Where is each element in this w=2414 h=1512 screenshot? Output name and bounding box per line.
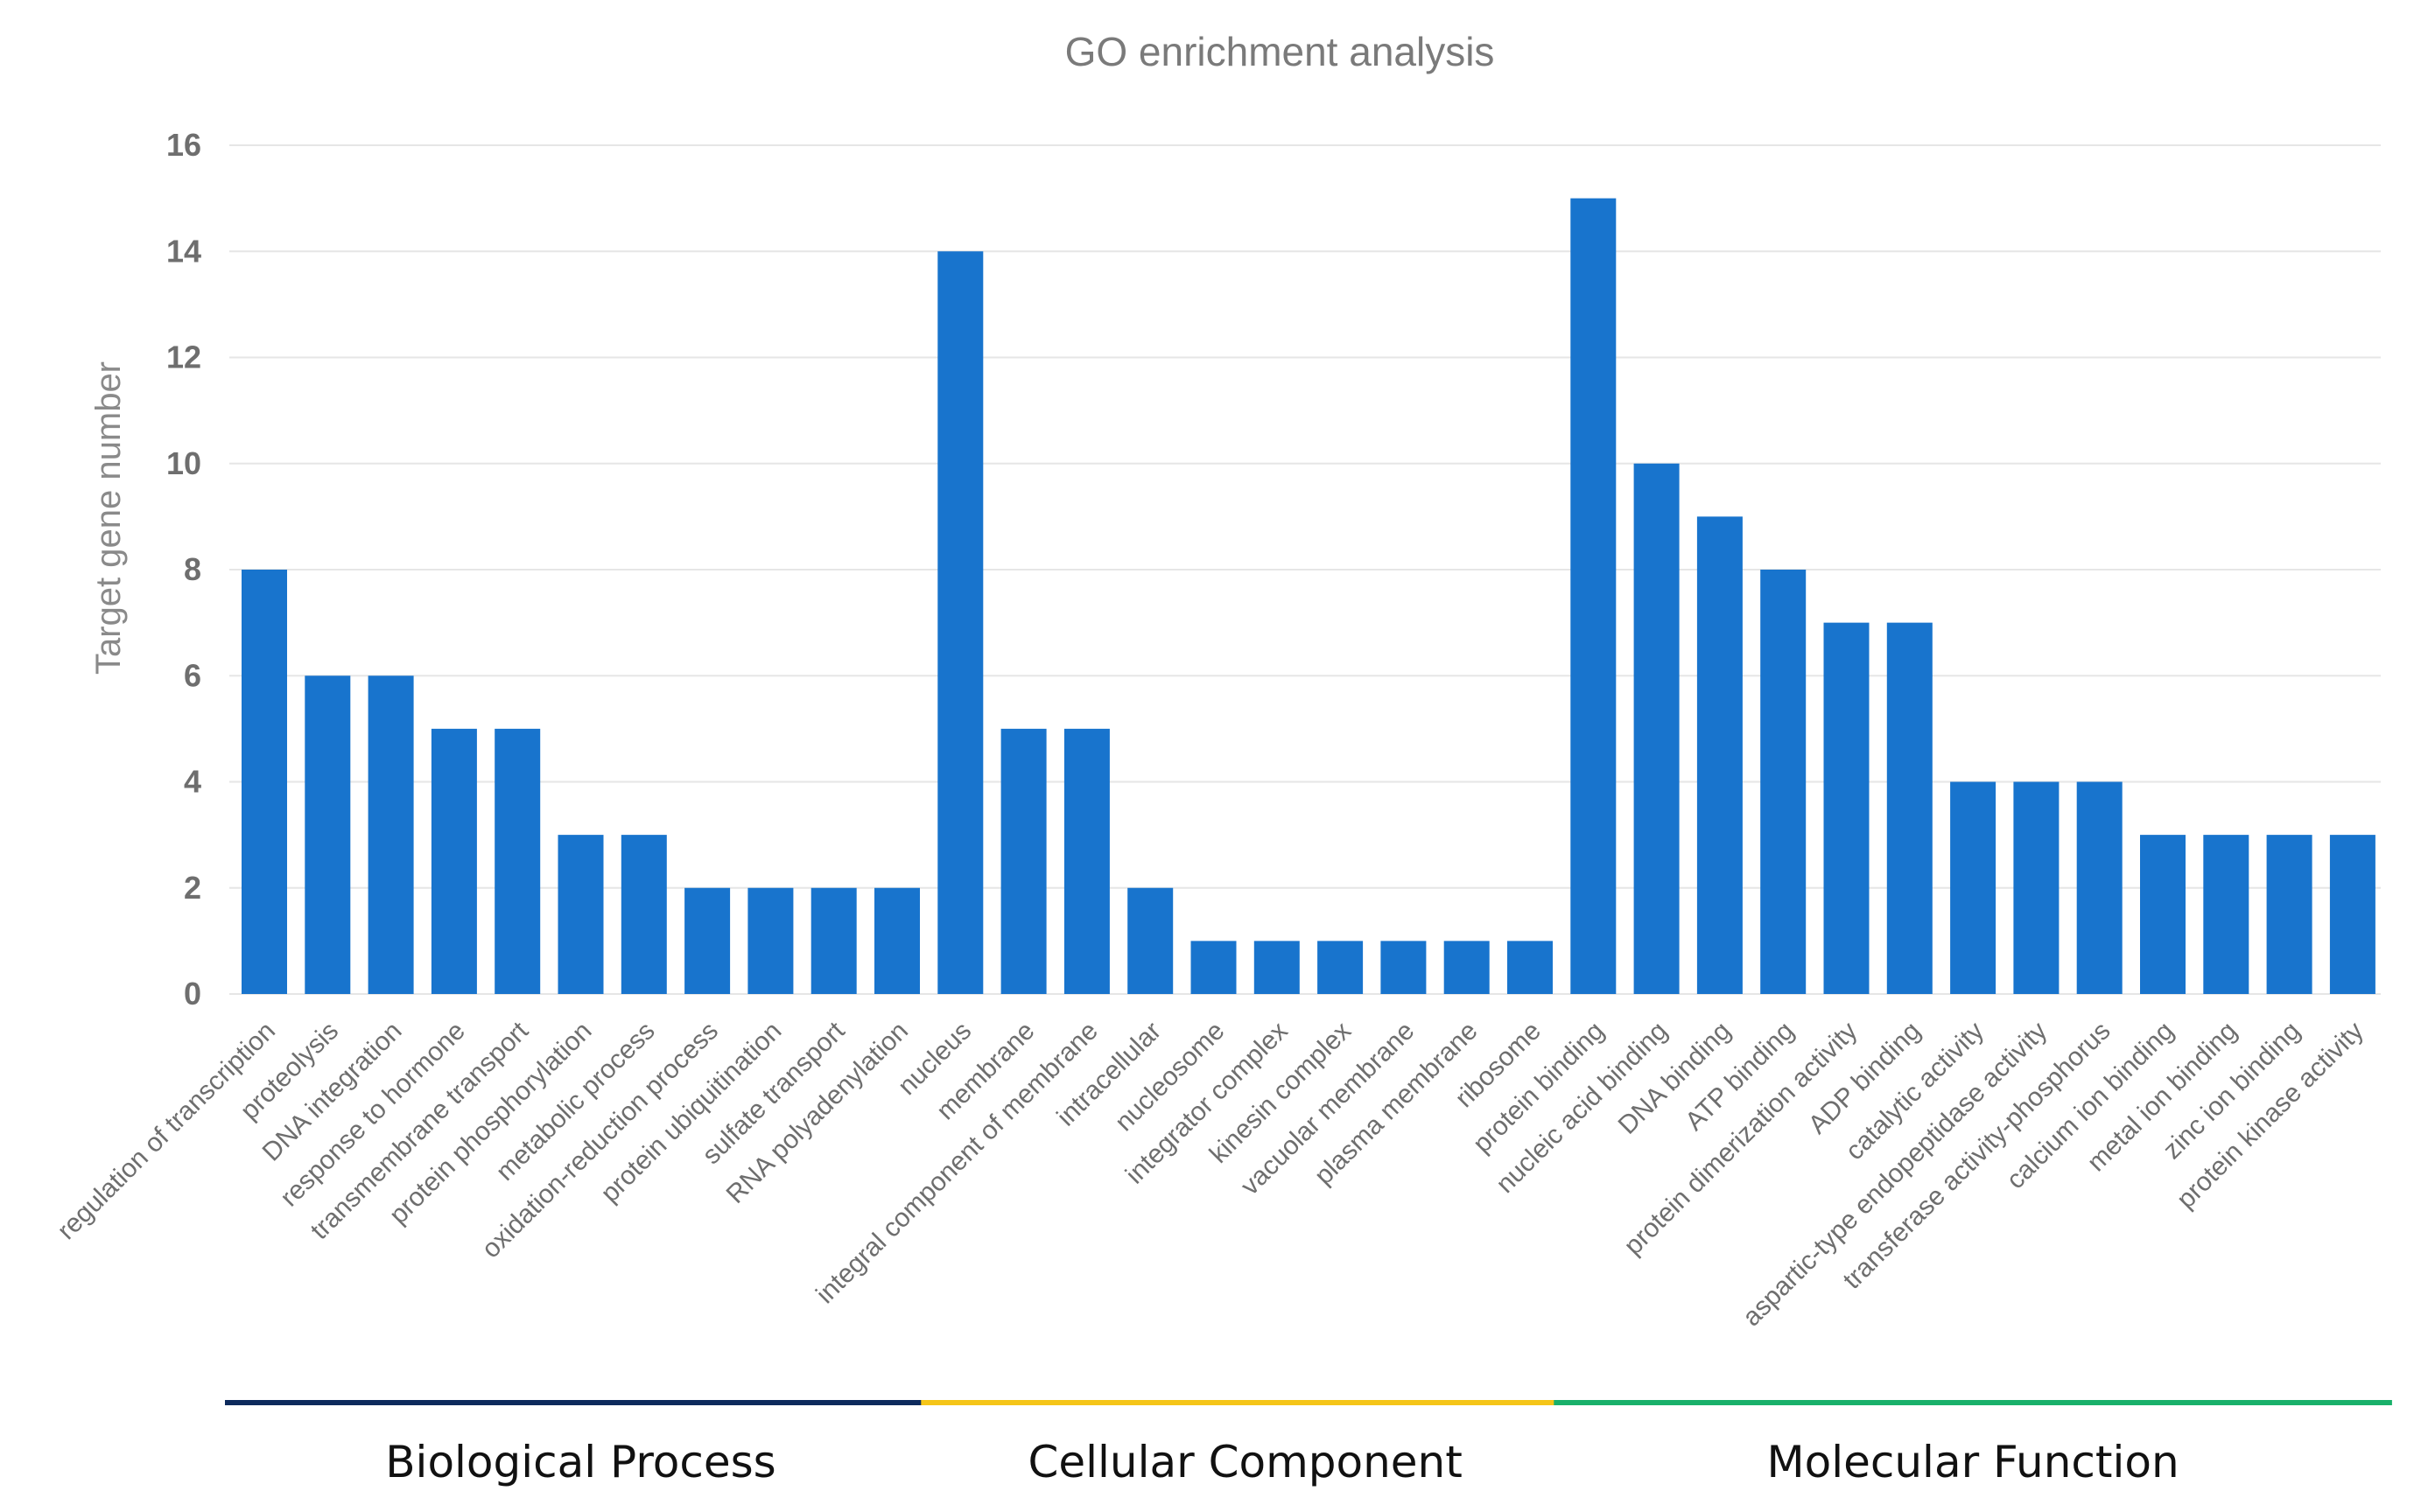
category-groups: Biological Process Cellular Component Mole… — [225, 1400, 2392, 1488]
y-tick-label: 12 — [166, 340, 201, 375]
y-tick-label: 16 — [166, 127, 201, 163]
bar-dna-binding — [1696, 516, 1743, 994]
bars — [242, 198, 2375, 994]
bar-vacuolar-membrane — [1380, 941, 1427, 994]
group-label-molecular-function: Molecular Function — [1766, 1437, 2179, 1488]
x-tick-label: regulation of transcription — [52, 1017, 281, 1246]
bar-metabolic-process — [621, 835, 667, 994]
y-tick-label: 2 — [184, 870, 201, 906]
bar-rna-polyadenylation — [874, 887, 920, 994]
group-label-cellular-component: Cellular Component — [1028, 1437, 1462, 1488]
bar-aspartic-type-endopeptidase-activity — [2013, 781, 2060, 994]
bar-intracellular — [1127, 887, 1174, 994]
group-label-biological-process: Biological Process — [385, 1437, 775, 1488]
bar-protein-dimerization-activity — [1823, 622, 1870, 994]
bar-adp-binding — [1886, 622, 1933, 994]
bar-zinc-ion-binding — [2266, 835, 2312, 994]
bar-ribosome — [1507, 941, 1553, 994]
bar-plasma-membrane — [1443, 941, 1490, 994]
bar-transmembrane-transport — [495, 728, 541, 994]
bar-regulation-of-transcription — [242, 570, 287, 994]
y-axis-label: Target gene number — [89, 361, 128, 675]
bar-integrator-complex — [1253, 941, 1300, 994]
bar-membrane — [1000, 728, 1047, 994]
bar-kinesin-complex — [1317, 941, 1364, 994]
y-tick-label: 4 — [184, 764, 201, 800]
bar-transferase-activity-phosphorus — [2076, 781, 2123, 994]
bar-catalytic-activity — [1950, 781, 1996, 994]
bar-atp-binding — [1760, 570, 1807, 994]
bar-proteolysis — [305, 676, 351, 994]
bar-oxidation-reduction-process — [684, 887, 731, 994]
bar-calcium-ion-binding — [2140, 835, 2186, 994]
bar-protein-binding — [1570, 198, 1617, 994]
y-tick-label: 14 — [166, 233, 201, 269]
bar-nucleic-acid-binding — [1633, 463, 1680, 994]
bar-response-to-hormone — [431, 728, 477, 994]
bar-protein-phosphorylation — [558, 835, 604, 994]
bar-protein-kinase-activity — [2329, 835, 2375, 994]
y-tick-label: 6 — [184, 657, 201, 693]
y-axis-ticks: 0 2 4 6 8 10 12 14 16 — [166, 127, 201, 1012]
bar-nucleosome — [1190, 941, 1237, 994]
chart-title: GO enrichment analysis — [1065, 29, 1495, 74]
bar-protein-ubiquitination — [747, 887, 794, 994]
bar-sulfate-transport — [811, 887, 857, 994]
bar-nucleus — [937, 251, 984, 994]
x-axis-ticks: regulation of transcriptionproteolysisDN… — [52, 1016, 2368, 1332]
bar-dna-integration — [368, 676, 414, 994]
y-tick-label: 10 — [166, 445, 201, 481]
y-tick-label: 0 — [184, 976, 201, 1012]
bar-metal-ion-binding — [2203, 835, 2249, 994]
bar-integral-component-of-membrane — [1063, 728, 1110, 994]
y-tick-label: 8 — [184, 551, 201, 587]
